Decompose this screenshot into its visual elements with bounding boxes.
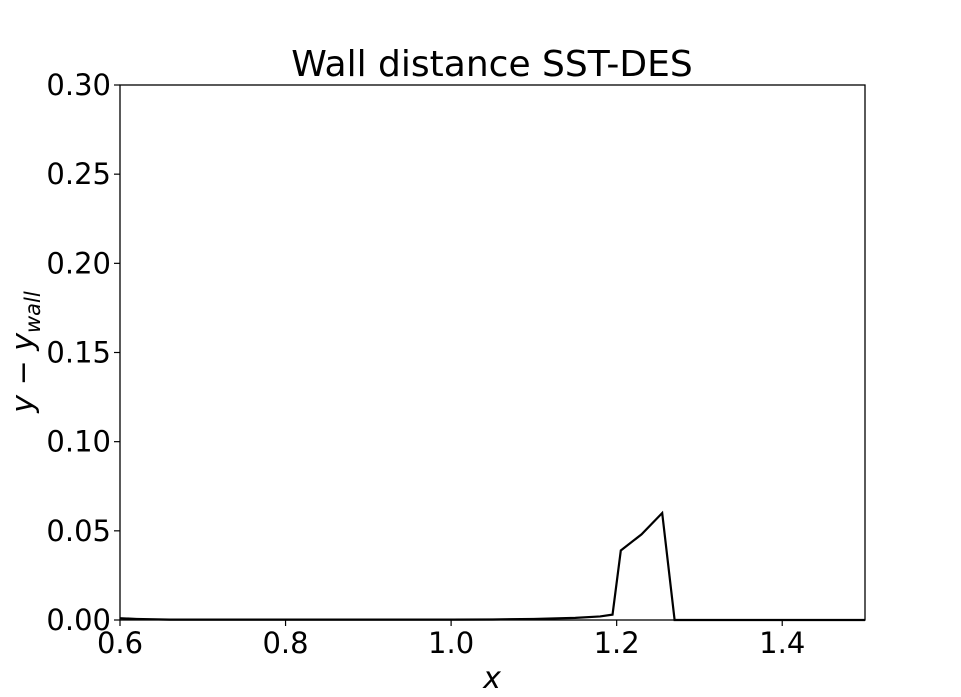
plot-frame (119, 84, 866, 621)
x-axis-ticks: 0.6 0.8 1.0 1.2 1.4 (97, 620, 805, 660)
x-axis-label: x (482, 661, 501, 696)
y-axis-label: y − ywall (6, 291, 45, 414)
y-axis-ticks: 0.00 0.05 0.10 0.15 0.20 0.25 0.30 (46, 68, 120, 637)
x-tick-label: 1.2 (594, 626, 640, 660)
y-tick-label: 0.20 (46, 246, 111, 280)
x-tick-label: 1.4 (759, 626, 805, 660)
y-tick-label: 0.15 (46, 336, 111, 370)
y-tick-label: 0.00 (46, 603, 111, 637)
y-tick-label: 0.05 (46, 514, 111, 548)
x-tick-label: 0.6 (97, 626, 143, 660)
x-tick-label: 0.8 (262, 626, 308, 660)
y-tick-label: 0.10 (46, 425, 111, 459)
series-layer (119, 510, 865, 622)
chart-title: Wall distance SST-DES (291, 44, 692, 85)
x-tick-label: 1.0 (428, 626, 474, 660)
series-line (119, 510, 865, 622)
y-tick-label: 0.30 (46, 68, 111, 102)
y-tick-label: 0.25 (46, 157, 111, 191)
y-axis-label-main: y − y (6, 332, 41, 414)
y-axis-label-subscript: wall (21, 291, 45, 333)
